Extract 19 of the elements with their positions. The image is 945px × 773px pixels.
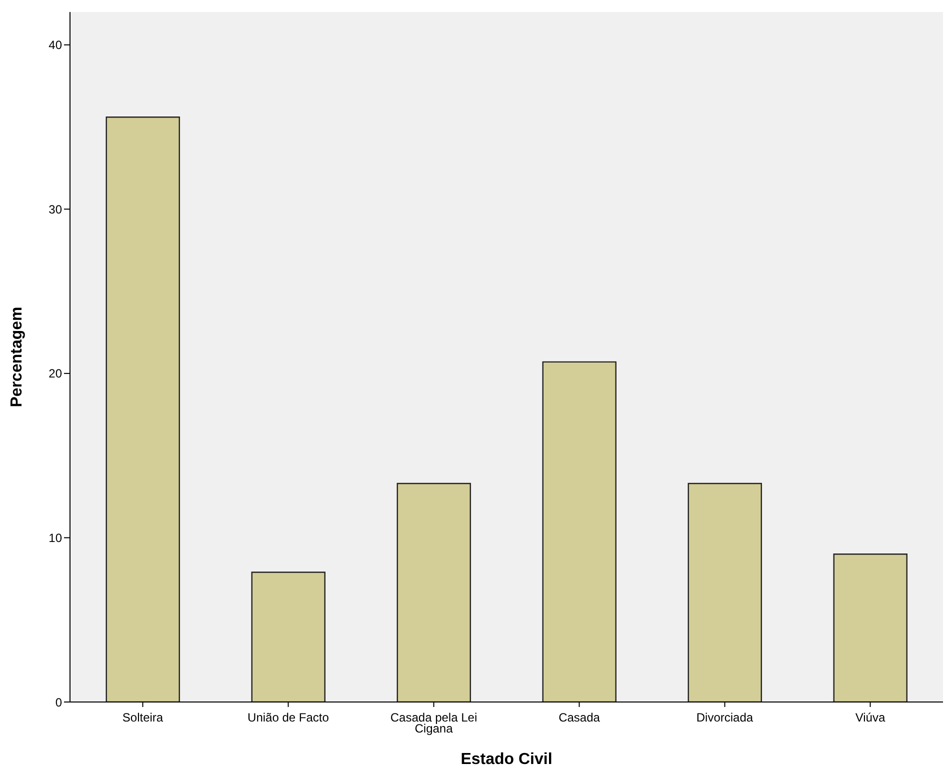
bar <box>833 554 908 702</box>
x-tick-label: Casada pela Lei Cigana <box>390 710 478 736</box>
x-tick-label: Casada <box>558 710 600 725</box>
y-axis-title: Percentagem <box>8 306 26 408</box>
y-tick-label: 20 <box>48 366 62 381</box>
x-tick-label: União de Facto <box>248 710 330 725</box>
y-tick-label: 10 <box>48 530 62 545</box>
y-tick-label: 0 <box>55 695 62 710</box>
x-tick-label: Divorciada <box>696 710 754 725</box>
y-tick-label: 40 <box>48 38 62 52</box>
y-tick-label: 30 <box>48 202 62 216</box>
x-tick-label: Solteira <box>122 710 164 725</box>
bar <box>106 116 180 702</box>
bar <box>688 482 762 702</box>
x-tick-label: Viúva <box>855 710 886 725</box>
bar <box>396 482 471 702</box>
bar <box>251 572 326 702</box>
bar <box>542 361 616 702</box>
x-axis-title: Estado Civil <box>460 751 552 768</box>
